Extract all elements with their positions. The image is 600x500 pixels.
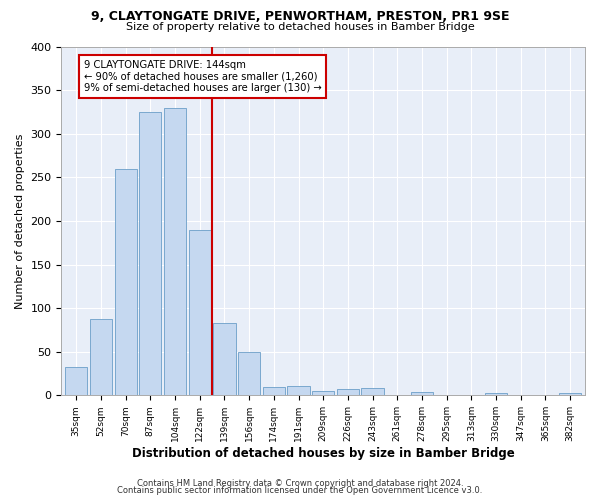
Text: Contains HM Land Registry data © Crown copyright and database right 2024.: Contains HM Land Registry data © Crown c… <box>137 478 463 488</box>
Text: Contains public sector information licensed under the Open Government Licence v3: Contains public sector information licen… <box>118 486 482 495</box>
Bar <box>65 366 88 396</box>
Bar <box>337 389 359 396</box>
Bar <box>287 386 310 396</box>
Bar <box>312 391 334 396</box>
Bar <box>90 318 112 396</box>
Text: Size of property relative to detached houses in Bamber Bridge: Size of property relative to detached ho… <box>125 22 475 32</box>
Bar <box>188 230 211 396</box>
X-axis label: Distribution of detached houses by size in Bamber Bridge: Distribution of detached houses by size … <box>132 447 515 460</box>
Bar <box>164 108 186 396</box>
Y-axis label: Number of detached properties: Number of detached properties <box>15 133 25 308</box>
Text: 9 CLAYTONGATE DRIVE: 144sqm
← 90% of detached houses are smaller (1,260)
9% of s: 9 CLAYTONGATE DRIVE: 144sqm ← 90% of det… <box>83 60 322 93</box>
Bar <box>115 168 137 396</box>
Bar <box>485 392 507 396</box>
Bar <box>213 323 236 396</box>
Text: 9, CLAYTONGATE DRIVE, PENWORTHAM, PRESTON, PR1 9SE: 9, CLAYTONGATE DRIVE, PENWORTHAM, PRESTO… <box>91 10 509 23</box>
Bar <box>411 392 433 396</box>
Bar <box>263 386 285 396</box>
Bar <box>361 388 384 396</box>
Bar <box>238 352 260 396</box>
Bar <box>139 112 161 396</box>
Bar <box>559 392 581 396</box>
